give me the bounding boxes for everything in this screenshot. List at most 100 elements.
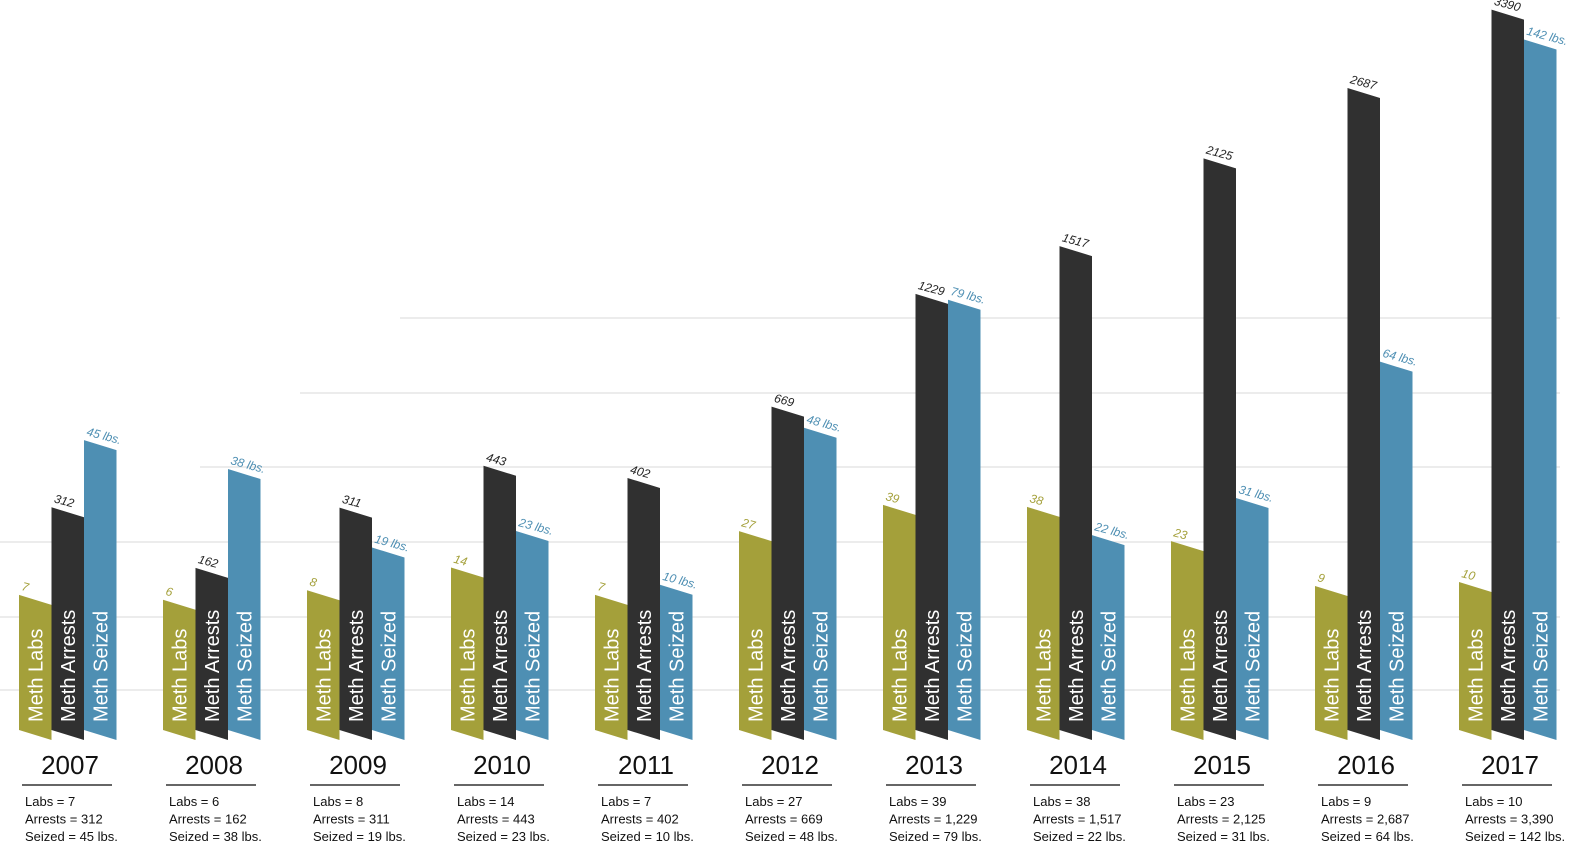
- value-label: 669: [773, 391, 796, 410]
- bar: [1171, 541, 1204, 740]
- summary-line: Labs = 14: [457, 794, 514, 809]
- bar-series-name: Meth Arrests: [778, 610, 800, 722]
- summary-line: Seized = 22 lbs.: [1033, 829, 1126, 844]
- value-label: 9: [1316, 570, 1326, 585]
- summary-line: Arrests = 312: [25, 812, 103, 827]
- bar-series-name: Meth Arrests: [490, 610, 512, 722]
- summary-line: Seized = 10 lbs.: [601, 829, 694, 844]
- summary-line: Arrests = 162: [169, 812, 247, 827]
- bar: [483, 465, 516, 740]
- summary-line: Labs = 38: [1033, 794, 1090, 809]
- bar: [1092, 535, 1125, 740]
- summary-line: Seized = 23 lbs.: [457, 829, 550, 844]
- year-label: 2012: [761, 750, 819, 780]
- bar: [372, 547, 405, 740]
- year-label: 2015: [1193, 750, 1251, 780]
- bar: [771, 406, 804, 740]
- bar: [1315, 586, 1348, 740]
- value-label: 7: [596, 579, 607, 595]
- bar: [915, 293, 948, 740]
- summary-line: Seized = 142 lbs.: [1465, 829, 1565, 844]
- bar-series-name: Meth Seized: [954, 611, 976, 722]
- bar: [451, 567, 484, 740]
- bar-series-name: Meth Arrests: [346, 610, 368, 722]
- bar: [1236, 497, 1269, 740]
- bar-series-name: Meth Labs: [25, 629, 47, 722]
- bar-series-name: Meth Labs: [169, 629, 191, 722]
- summary-line: Labs = 10: [1465, 794, 1522, 809]
- bar-series-name: Meth Seized: [666, 611, 688, 722]
- bar: [1459, 581, 1492, 740]
- bar-series-name: Meth Seized: [234, 611, 256, 722]
- year-label: 2010: [473, 750, 531, 780]
- bar-series-name: Meth Labs: [745, 629, 767, 722]
- summary-line: Arrests = 1,517: [1033, 812, 1122, 827]
- bar-series-name: Meth Seized: [1242, 611, 1264, 722]
- bar: [1027, 506, 1060, 740]
- bar-series-name: Meth Labs: [601, 629, 623, 722]
- bar-series-name: Meth Labs: [1177, 629, 1199, 722]
- bar-series-name: Meth Arrests: [1354, 610, 1376, 722]
- value-label: 10: [1460, 566, 1477, 583]
- summary-line: Labs = 27: [745, 794, 802, 809]
- bar-series-name: Meth Arrests: [922, 610, 944, 722]
- bar: [228, 469, 261, 740]
- bar-series-name: Meth Labs: [1321, 629, 1343, 722]
- value-label: 443: [485, 450, 508, 469]
- bar: [516, 531, 549, 740]
- bar-series-name: Meth Labs: [889, 629, 911, 722]
- bar: [595, 594, 628, 740]
- year-label: 2011: [618, 750, 674, 780]
- bar-series-name: Meth Seized: [522, 611, 544, 722]
- bar-series-name: Meth Labs: [1033, 629, 1055, 722]
- bar-series-name: Meth Labs: [1465, 629, 1487, 722]
- summary-line: Arrests = 311: [313, 812, 390, 827]
- bar-series-name: Meth Arrests: [1066, 610, 1088, 722]
- value-label: 6: [164, 584, 174, 599]
- summary-line: Labs = 8: [313, 794, 363, 809]
- summary-line: Seized = 19 lbs.: [313, 829, 406, 844]
- bar-series-name: Meth Seized: [378, 611, 400, 722]
- bar: [19, 594, 52, 740]
- bar: [1203, 158, 1236, 740]
- bar: [739, 531, 772, 740]
- year-label: 2016: [1337, 750, 1395, 780]
- year-label: 2009: [329, 750, 387, 780]
- value-label: 7: [20, 579, 31, 595]
- summary-line: Seized = 64 lbs.: [1321, 829, 1414, 844]
- value-label: 39: [884, 489, 901, 506]
- bar-series-name: Meth Arrests: [1498, 610, 1520, 722]
- bar: [339, 507, 372, 740]
- summary-line: Arrests = 2,687: [1321, 812, 1410, 827]
- summary-line: Seized = 38 lbs.: [169, 829, 262, 844]
- year-label: 2007: [41, 750, 99, 780]
- bar: [1347, 87, 1380, 741]
- bar: [1491, 9, 1524, 741]
- bar: [1524, 39, 1557, 741]
- value-label: 8: [308, 575, 318, 590]
- value-label: 402: [629, 462, 652, 481]
- year-label: 2008: [185, 750, 243, 780]
- bar-series-name: Meth Seized: [810, 611, 832, 722]
- value-label: 38: [1028, 491, 1045, 508]
- bar-series-name: Meth Arrests: [1210, 610, 1232, 722]
- bar: [804, 427, 837, 740]
- summary-line: Seized = 79 lbs.: [889, 829, 982, 844]
- bar: [883, 504, 916, 740]
- summary-line: Labs = 23: [1177, 794, 1234, 809]
- summary-line: Seized = 45 lbs.: [25, 829, 118, 844]
- bar-series-name: Meth Arrests: [58, 610, 80, 722]
- year-label: 2017: [1481, 750, 1539, 780]
- summary-line: Labs = 39: [889, 794, 946, 809]
- bar: [948, 299, 981, 740]
- summary-line: Arrests = 2,125: [1177, 812, 1266, 827]
- summary-line: Labs = 7: [25, 794, 75, 809]
- value-label: 27: [739, 515, 758, 533]
- bar: [660, 584, 693, 740]
- bar-series-name: Meth Arrests: [202, 610, 224, 722]
- value-label: 23: [1171, 525, 1189, 542]
- summary-line: Arrests = 402: [601, 812, 679, 827]
- bar: [195, 567, 228, 740]
- bar-series-name: Meth Seized: [1098, 611, 1120, 722]
